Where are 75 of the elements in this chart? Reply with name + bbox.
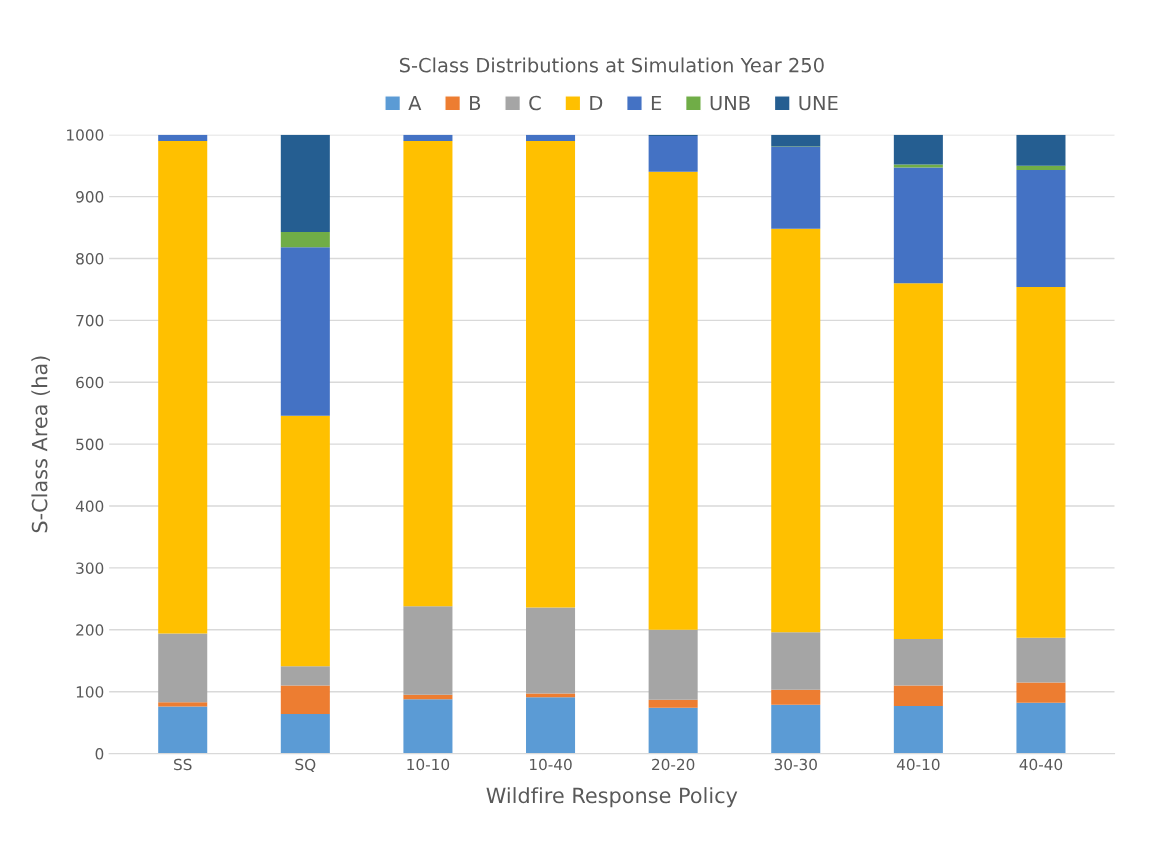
legend-label: D [590, 95, 603, 111]
bar [280, 415, 330, 667]
bar [403, 606, 453, 695]
chart-title: S-Class Distributions at Simulation Year 250 [399, 57, 824, 73]
y-tick-label: 500 [76, 438, 104, 451]
bar [158, 140, 208, 634]
bar [158, 706, 208, 754]
y-tick-label: 800 [76, 252, 104, 265]
bar [1016, 286, 1066, 638]
bar [158, 633, 208, 703]
legend-label: C [529, 95, 541, 111]
bar [893, 164, 943, 168]
bar [280, 231, 330, 248]
bar [280, 713, 330, 754]
bar [893, 283, 943, 640]
y-tick-label: 900 [76, 191, 104, 203]
bar [771, 228, 821, 633]
bar [893, 705, 943, 754]
bar [1016, 682, 1066, 703]
bar [893, 134, 943, 165]
x-tick-label: 30-30 [774, 758, 817, 771]
bar [280, 666, 330, 686]
y-tick-label: 600 [76, 376, 104, 389]
bar [403, 694, 453, 700]
bar [526, 607, 576, 694]
bar [648, 135, 698, 172]
bar [1016, 165, 1066, 170]
bar [648, 629, 698, 700]
bar [893, 685, 943, 706]
y-tick-label: 700 [76, 314, 104, 327]
bar [280, 134, 330, 232]
x-tick-label: 40-10 [896, 758, 940, 771]
y-tick-label: 100 [76, 686, 104, 698]
bar [648, 171, 698, 630]
bar [771, 704, 821, 754]
bar [526, 697, 576, 754]
bar [1016, 637, 1066, 683]
bar [1016, 702, 1066, 754]
x-axis-title: Wildfire Response Policy [486, 787, 738, 808]
x-tick-label: 10-10 [407, 758, 450, 771]
bar [648, 707, 698, 754]
bar [280, 685, 330, 714]
bar [158, 702, 208, 707]
legend-label: UNE [799, 95, 838, 111]
y-axis-title: S-Class Area (ha) [31, 356, 50, 533]
bar [280, 247, 330, 416]
x-tick-label: SQ [295, 758, 316, 773]
x-tick-label: SS [174, 758, 192, 771]
y-tick-label: 200 [76, 624, 104, 636]
bar [1016, 170, 1066, 287]
bar [526, 140, 576, 608]
x-tick-label: 20-20 [652, 758, 695, 771]
bar [526, 134, 576, 141]
bar [403, 134, 453, 141]
legend-label: E [651, 95, 662, 111]
bar [403, 699, 453, 754]
bar [893, 167, 943, 284]
bar [1016, 134, 1066, 166]
y-tick-label: 1000 [67, 129, 104, 141]
y-tick-label: 300 [76, 562, 104, 574]
bar [771, 689, 821, 705]
x-tick-label: 40-40 [1019, 758, 1063, 771]
bar [893, 639, 943, 686]
bar [771, 147, 821, 229]
y-tick-label: 400 [75, 500, 104, 513]
x-tick-label: 10-40 [530, 758, 572, 771]
bar [771, 632, 821, 690]
y-tick-label: 0 [95, 748, 104, 760]
bar [403, 140, 453, 607]
legend-label: B [470, 95, 481, 111]
bar [648, 699, 698, 708]
bar [771, 134, 821, 147]
legend-label: UNB [710, 95, 750, 111]
legend-label: A [408, 95, 422, 111]
bar [158, 134, 208, 141]
